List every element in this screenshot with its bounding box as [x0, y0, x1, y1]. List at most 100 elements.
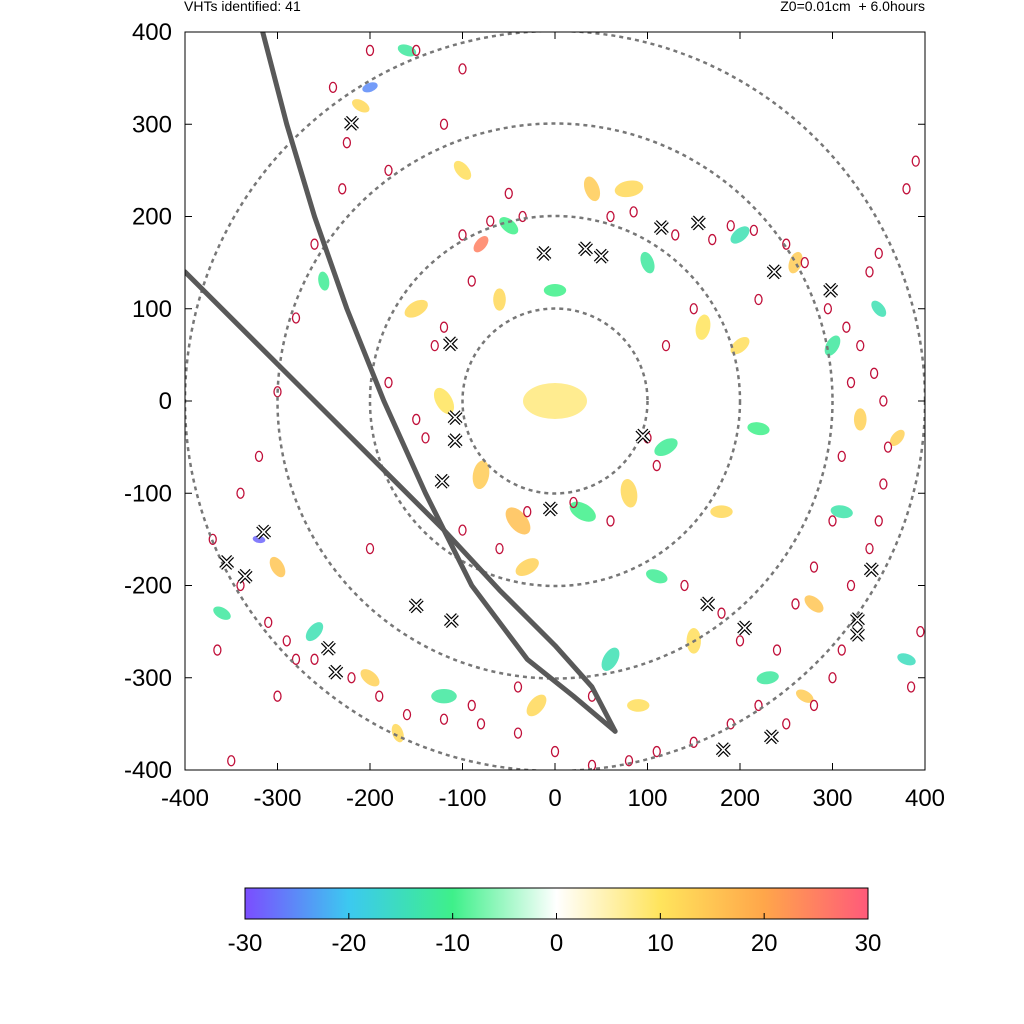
- vorticity-feature: [523, 383, 587, 419]
- contour-ring: [338, 183, 347, 195]
- contour-ring: [291, 312, 301, 324]
- storm-track: [260, 32, 618, 734]
- contour-ring: [458, 229, 467, 241]
- contour-ring: [518, 210, 527, 223]
- vht-marker: [447, 410, 463, 426]
- colorbar: -30 -20 -10 0 10 20 30: [228, 887, 881, 957]
- vorticity-feature: [824, 335, 841, 356]
- x-tick-label: -100: [438, 785, 486, 812]
- vht-marker: [256, 524, 272, 540]
- run-info-label: Z0=0.01cm + 6.0hours: [780, 0, 925, 14]
- vorticity-feature: [493, 288, 506, 311]
- contour-ring: [865, 542, 874, 555]
- contour-ring: [347, 672, 356, 684]
- vht-marker: [443, 336, 458, 352]
- vht-marker-x: [435, 474, 449, 488]
- contour-ring: [869, 367, 879, 379]
- contour-ring: [213, 644, 222, 656]
- vorticity-feature: [889, 429, 905, 447]
- vht-marker-x: [864, 563, 878, 577]
- contour-ring: [476, 718, 486, 730]
- contour-ring: [661, 339, 671, 352]
- vht-marker-x: [321, 641, 335, 655]
- vht-marker: [542, 501, 558, 517]
- vht-marker-x: [578, 242, 593, 256]
- colorbar-tick-label: 10: [647, 930, 674, 957]
- contour-ring: [291, 653, 301, 665]
- vorticity-feature: [730, 226, 750, 244]
- contour-ring: [671, 229, 680, 241]
- contour-ring: [735, 635, 745, 647]
- contour-ring: [458, 63, 467, 75]
- contour-ring: [606, 515, 615, 527]
- contour-ring: [328, 81, 338, 93]
- contour-ring: [680, 579, 689, 592]
- vorticity-feature: [318, 271, 330, 291]
- contour-ring: [726, 220, 735, 232]
- colorbar-tick-label: 0: [550, 930, 563, 957]
- vorticity-feature: [453, 160, 472, 180]
- contour-ring: [254, 450, 264, 463]
- vht-marker-x: [824, 283, 838, 297]
- contour-ring: [375, 690, 384, 702]
- vorticity-feature: [804, 595, 824, 613]
- colorbar-tick-label: -10: [435, 930, 470, 957]
- vht-marker-x: [238, 569, 252, 583]
- vht-marker-x: [409, 599, 423, 613]
- vht-marker-x: [850, 627, 865, 641]
- range-ring: [368, 214, 742, 588]
- vht-marker-x: [448, 434, 462, 448]
- x-tick-label: -400: [161, 785, 209, 812]
- y-tick-label: 200: [132, 204, 172, 231]
- contour-ring: [823, 303, 833, 315]
- contour-ring: [624, 755, 634, 767]
- contour-ring: [754, 699, 763, 712]
- vorticity-feature: [646, 569, 668, 584]
- vht-marker: [850, 612, 865, 628]
- vht-marker-x: [636, 429, 650, 443]
- y-tick-label: -400: [124, 757, 172, 784]
- contour-ring: [227, 755, 236, 767]
- y-tick-label: 100: [132, 296, 172, 323]
- contour-ring: [264, 616, 273, 629]
- vht-marker: [434, 473, 450, 489]
- axes: -400 -300 -200 -100 0 100 200 300 400 -400 -300 -20…: [124, 19, 945, 812]
- contour-ring: [782, 238, 791, 250]
- vht-marker: [766, 264, 782, 280]
- contour-ring: [689, 303, 698, 315]
- storm-track: [185, 269, 618, 734]
- y-tick-label: 400: [132, 19, 172, 46]
- vht-marker: [237, 568, 253, 584]
- contour-ring: [458, 524, 467, 536]
- contour-ring: [365, 542, 375, 555]
- vorticity-feature: [433, 387, 455, 415]
- vht-marker: [715, 742, 731, 758]
- contour-ring: [365, 44, 375, 57]
- x-tick-label: 300: [812, 785, 852, 812]
- vorticity-feature: [360, 669, 380, 687]
- vorticity-feature: [472, 460, 490, 490]
- vht-marker: [653, 220, 669, 235]
- contour-ring: [310, 653, 319, 665]
- vorticity-feature: [710, 505, 733, 518]
- contour-ring: [800, 256, 809, 269]
- contour-ring: [856, 339, 865, 352]
- range-ring: [461, 307, 649, 495]
- contour-ring: [467, 275, 476, 287]
- contour-ring: [486, 215, 495, 227]
- contour-ring: [430, 339, 439, 352]
- contour-ring: [842, 321, 851, 333]
- vht-marker: [447, 433, 463, 449]
- contour-ring: [282, 635, 291, 647]
- contour-ring: [879, 478, 888, 490]
- contour-ring: [652, 459, 661, 472]
- contour-ring: [652, 745, 661, 758]
- contour-ring: [504, 187, 513, 200]
- y-tick-label: 300: [132, 111, 172, 138]
- vorticity-feature: [431, 689, 457, 704]
- vht-marker-x: [344, 116, 359, 130]
- vorticity-feature: [543, 284, 567, 297]
- vht-marker-x: [738, 621, 752, 635]
- vht-marker-x: [764, 730, 779, 744]
- vorticity-feature: [404, 299, 428, 318]
